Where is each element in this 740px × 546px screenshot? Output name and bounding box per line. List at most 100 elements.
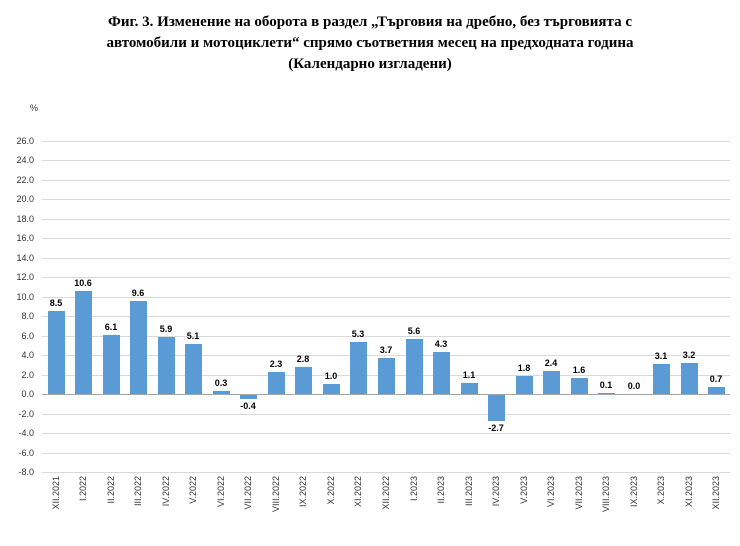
x-tick-label: V.2022 bbox=[188, 476, 198, 504]
value-label: 5.1 bbox=[186, 331, 200, 341]
gridline bbox=[42, 414, 730, 415]
x-tick-label: V.2023 bbox=[519, 476, 529, 504]
gridline bbox=[42, 336, 730, 337]
x-tick-label: VIII.2022 bbox=[271, 476, 281, 513]
bar-XII.2021 bbox=[48, 311, 65, 394]
value-label: 5.3 bbox=[351, 329, 365, 339]
bar-III.2023 bbox=[461, 383, 478, 394]
gridline bbox=[42, 219, 730, 220]
y-tick-label: 14.0 bbox=[16, 253, 34, 263]
gridline bbox=[42, 472, 730, 473]
bar-IV.2023 bbox=[488, 395, 505, 421]
y-tick-label: 18.0 bbox=[16, 214, 34, 224]
y-tick-label: 26.0 bbox=[16, 136, 34, 146]
value-label: 10.6 bbox=[74, 278, 92, 288]
gridline bbox=[42, 316, 730, 317]
x-tick-label: VII.2023 bbox=[574, 476, 584, 510]
y-tick-label: -8.0 bbox=[18, 467, 34, 477]
x-tick-label: XII.2023 bbox=[711, 476, 721, 510]
value-label: 4.3 bbox=[434, 339, 448, 349]
x-tick-label: VI.2022 bbox=[216, 476, 226, 508]
gridline bbox=[42, 258, 730, 259]
value-label: 0.1 bbox=[599, 380, 613, 390]
x-tick-label: II.2023 bbox=[436, 476, 446, 504]
value-label: 5.6 bbox=[407, 326, 421, 336]
x-axis: XII.2021 I.2022 II.2022 III.2022 IV.2022 V.20… bbox=[42, 472, 730, 546]
y-tick-label: 4.0 bbox=[21, 350, 34, 360]
bar-VI.2022 bbox=[213, 391, 230, 394]
value-label: 2.3 bbox=[269, 359, 283, 369]
chart-title-line-2: автомобили и мотоциклети“ спрямо съответ… bbox=[106, 35, 634, 51]
bar-XII.2023 bbox=[708, 387, 725, 394]
bar-XII.2022 bbox=[378, 358, 395, 394]
gridline bbox=[42, 355, 730, 356]
x-tick-label: VI.2023 bbox=[546, 476, 556, 508]
value-label: 8.5 bbox=[49, 298, 63, 308]
y-tick-label: 8.0 bbox=[21, 311, 34, 321]
y-tick-label: -2.0 bbox=[18, 409, 34, 419]
value-label: 1.0 bbox=[324, 371, 338, 381]
bar-V.2022 bbox=[185, 344, 202, 394]
value-label: 3.2 bbox=[682, 350, 696, 360]
bar-II.2022 bbox=[103, 335, 120, 394]
bar-VI.2023 bbox=[543, 371, 560, 394]
value-label: 9.6 bbox=[131, 288, 145, 298]
bar-II.2023 bbox=[433, 352, 450, 394]
zero-axis-line bbox=[42, 394, 730, 395]
bar-XI.2023 bbox=[681, 363, 698, 394]
value-label: 1.8 bbox=[517, 363, 531, 373]
value-label: 1.1 bbox=[462, 370, 476, 380]
y-axis: 26.0 24.0 22.0 20.0 18.0 16.0 14.0 12.0 10.0 8.0 6… bbox=[0, 136, 36, 477]
x-tick-label: I.2023 bbox=[409, 476, 419, 502]
y-axis-unit-label: % bbox=[30, 103, 39, 113]
bar-X.2022 bbox=[323, 384, 340, 394]
y-tick-label: 0.0 bbox=[21, 389, 34, 399]
value-label: 0.3 bbox=[214, 378, 228, 388]
value-label: 6.1 bbox=[104, 322, 118, 332]
x-tick-label: IV.2022 bbox=[161, 476, 171, 507]
x-tick-label: II.2022 bbox=[106, 476, 116, 504]
bar-I.2022 bbox=[75, 291, 92, 394]
bar-IX.2022 bbox=[295, 367, 312, 394]
plot-area: 8.5 10.6 6.1 9.6 5.9 5.1 0.3 -0.4 2.3 2.8 1.0 5.3 3.… bbox=[42, 141, 730, 473]
y-tick-label: 10.0 bbox=[16, 292, 34, 302]
x-tick-label: XII.2021 bbox=[51, 476, 61, 510]
bar-VII.2022 bbox=[240, 395, 257, 399]
chart-title-line-1: Фиг. 3. Изменение на оборота в раздел „Т… bbox=[108, 14, 632, 30]
x-tick-label: IV.2023 bbox=[491, 476, 501, 507]
gridline bbox=[42, 199, 730, 200]
gridline bbox=[42, 277, 730, 278]
bar-I.2023 bbox=[406, 339, 423, 394]
y-tick-label: 12.0 bbox=[16, 272, 34, 282]
x-tick-label: I.2022 bbox=[78, 476, 88, 502]
gridline bbox=[42, 238, 730, 239]
x-tick-label: X.2022 bbox=[326, 476, 336, 505]
gridline bbox=[42, 160, 730, 161]
x-tick-label: IX.2022 bbox=[298, 476, 308, 508]
chart-title-line-3: (Календарно изгладени) bbox=[288, 56, 452, 72]
y-tick-label: -6.0 bbox=[18, 448, 34, 458]
y-tick-label: -4.0 bbox=[18, 428, 34, 438]
value-label: 3.1 bbox=[654, 351, 668, 361]
value-label: -2.7 bbox=[488, 423, 504, 433]
gridline bbox=[42, 141, 730, 142]
bar-XI.2022 bbox=[350, 342, 367, 394]
x-tick-label: VII.2022 bbox=[243, 476, 253, 510]
bar-IV.2022 bbox=[158, 337, 175, 394]
gridline bbox=[42, 433, 730, 434]
x-tick-label: XII.2022 bbox=[381, 476, 391, 510]
value-label: 0.0 bbox=[627, 381, 641, 391]
bar-X.2023 bbox=[653, 364, 670, 394]
y-tick-label: 24.0 bbox=[16, 155, 34, 165]
x-tick-label: XI.2023 bbox=[684, 476, 694, 508]
x-tick-label: IX.2023 bbox=[629, 476, 639, 508]
value-label: 0.7 bbox=[709, 374, 723, 384]
y-tick-label: 6.0 bbox=[21, 331, 34, 341]
gridline bbox=[42, 453, 730, 454]
value-label: 3.7 bbox=[379, 345, 393, 355]
y-tick-label: 20.0 bbox=[16, 194, 34, 204]
value-label: 2.4 bbox=[544, 358, 558, 368]
y-tick-label: 22.0 bbox=[16, 175, 34, 185]
x-tick-label: III.2023 bbox=[464, 476, 474, 507]
